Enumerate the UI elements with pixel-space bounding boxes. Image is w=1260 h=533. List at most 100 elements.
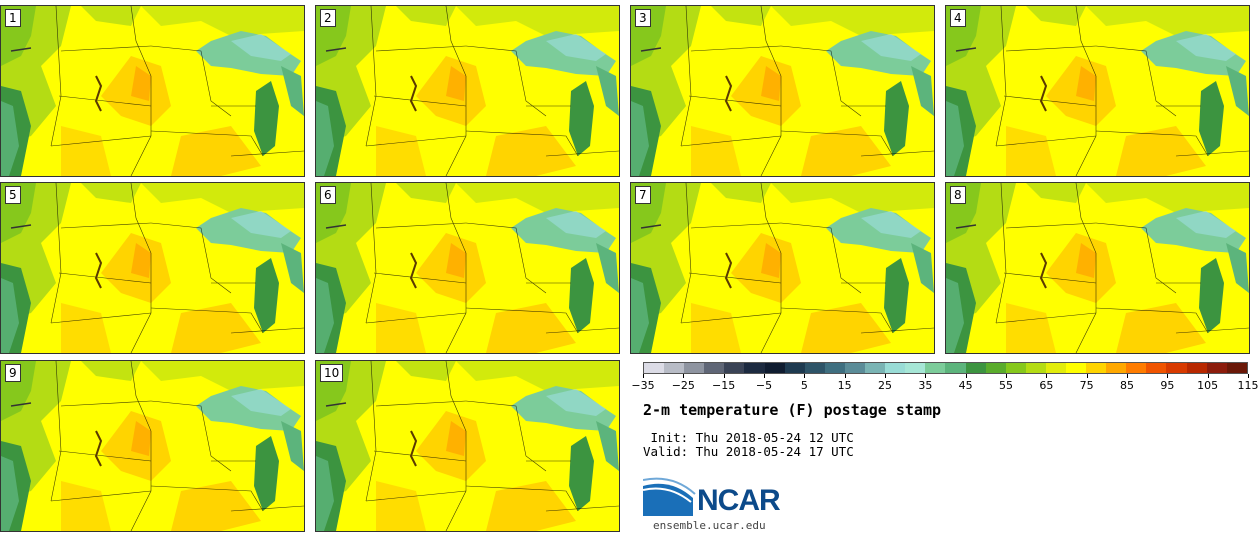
- member-number-label: 10: [320, 364, 344, 382]
- ncar-logo-icon: [643, 477, 696, 516]
- ensemble-member-panel: 7: [630, 182, 935, 354]
- member-number-label: 5: [5, 186, 21, 204]
- colorbar-tick: [764, 374, 765, 378]
- member-number-label: 6: [320, 186, 336, 204]
- colorbar-tick: [1006, 374, 1007, 378]
- member-number-label: 4: [950, 9, 966, 27]
- ensemble-member-panel: 9: [0, 360, 305, 532]
- colorbar-tick: [844, 374, 846, 378]
- colorbar-tick: [1046, 374, 1048, 378]
- temperature-map: [631, 183, 934, 353]
- site-url: ensemble.ucar.edu: [653, 519, 766, 532]
- colorbar-bin: [744, 363, 765, 373]
- colorbar-bin: [985, 363, 1006, 373]
- member-number-label: 8: [950, 186, 966, 204]
- colorbar-bin: [1065, 363, 1087, 373]
- colorbar-tick: [1167, 374, 1169, 378]
- ensemble-member-panel: 10: [315, 360, 620, 532]
- colorbar-bin: [965, 363, 986, 373]
- colorbar-tick: [965, 374, 967, 378]
- colorbar-tick-label: −15: [712, 379, 736, 392]
- colorbar-bin: [704, 363, 725, 373]
- colorbar-bin: [1025, 363, 1046, 373]
- colorbar-bin: [905, 363, 926, 373]
- temperature-colorbar: [643, 362, 1248, 374]
- colorbar-bin: [865, 363, 886, 373]
- temperature-map: [946, 6, 1249, 176]
- colorbar-bin: [724, 363, 745, 373]
- colorbar-bin: [824, 363, 845, 373]
- colorbar-bin: [684, 363, 705, 373]
- colorbar-bin: [1146, 363, 1167, 373]
- colorbar-tick-label: 55: [999, 379, 1013, 392]
- colorbar-tick-labels: −35 −25 −15 −5 5 15 25 35 45 55 65 75 85 95 105 115: [631, 374, 1259, 394]
- colorbar-tick: [1127, 374, 1128, 378]
- map-title: 2-m temperature (F) postage stamp: [643, 401, 942, 419]
- colorbar-bin: [1166, 363, 1187, 373]
- member-number-label: 9: [5, 364, 21, 382]
- colorbar-bin: [1005, 363, 1026, 373]
- ensemble-member-panel: 2: [315, 5, 620, 177]
- colorbar-bin: [784, 363, 805, 373]
- colorbar-tick-label: 45: [958, 379, 973, 392]
- colorbar-tick-label: 15: [837, 379, 852, 392]
- colorbar-tick: [885, 374, 886, 378]
- colorbar-tick-label: −5: [755, 379, 773, 392]
- colorbar-bin: [1106, 363, 1127, 373]
- temperature-map: [1, 6, 304, 176]
- colorbar-tick: [925, 374, 927, 378]
- temperature-map: [316, 183, 619, 353]
- colorbar-tick: [804, 374, 806, 378]
- colorbar-tick: [1086, 374, 1088, 378]
- colorbar-bin: [844, 363, 866, 373]
- ensemble-member-panel: 3: [630, 5, 935, 177]
- colorbar-tick-label: 25: [878, 379, 892, 392]
- colorbar-bin: [885, 363, 906, 373]
- valid-time: Valid: Thu 2018-05-24 17 UTC: [643, 444, 854, 459]
- member-number-label: 3: [635, 9, 651, 27]
- colorbar-tick-label: −35: [631, 379, 655, 392]
- ensemble-member-panel: 6: [315, 182, 620, 354]
- colorbar-tick: [683, 374, 685, 378]
- colorbar-bin: [644, 363, 665, 373]
- ensemble-member-panel: 4: [945, 5, 1250, 177]
- colorbar-bin: [764, 363, 785, 373]
- colorbar-bin: [804, 363, 825, 373]
- colorbar-tick-label: 105: [1197, 379, 1219, 392]
- colorbar-tick-label: 75: [1079, 379, 1094, 392]
- temperature-map: [316, 6, 619, 176]
- colorbar-bin: [664, 363, 685, 373]
- ensemble-member-panel: 5: [0, 182, 305, 354]
- colorbar-bin: [945, 363, 966, 373]
- init-time: Init: Thu 2018-05-24 12 UTC: [643, 430, 854, 445]
- member-number-label: 2: [320, 9, 336, 27]
- ensemble-member-panel: 1: [0, 5, 305, 177]
- colorbar-tick-label: 5: [800, 379, 808, 392]
- colorbar-bin: [1206, 363, 1227, 373]
- temperature-map: [1, 361, 304, 531]
- colorbar-tick-label: 95: [1160, 379, 1175, 392]
- colorbar-bin: [1045, 363, 1066, 373]
- temperature-map: [631, 6, 934, 176]
- colorbar-tick: [723, 374, 725, 378]
- ensemble-member-panel: 8: [945, 182, 1250, 354]
- temperature-map: [316, 361, 619, 531]
- colorbar-tick-label: 35: [918, 379, 933, 392]
- colorbar-bin: [925, 363, 946, 373]
- colorbar-bin: [1086, 363, 1107, 373]
- temperature-map: [1, 183, 304, 353]
- colorbar-tick-label: 115: [1237, 379, 1259, 392]
- colorbar-tick: [1248, 374, 1249, 378]
- member-number-label: 1: [5, 9, 21, 27]
- ncar-logo-text: NCAR: [697, 484, 781, 517]
- colorbar-tick-label: −25: [671, 379, 695, 392]
- colorbar-bin: [1186, 363, 1207, 373]
- temperature-map: [946, 183, 1249, 353]
- colorbar-tick-label: 65: [1039, 379, 1054, 392]
- colorbar-bin: [1126, 363, 1147, 373]
- member-number-label: 7: [635, 186, 651, 204]
- colorbar-tick: [643, 374, 644, 378]
- colorbar-tick-label: 85: [1120, 379, 1134, 392]
- colorbar-bin: [1226, 363, 1247, 373]
- colorbar-tick: [1207, 374, 1209, 378]
